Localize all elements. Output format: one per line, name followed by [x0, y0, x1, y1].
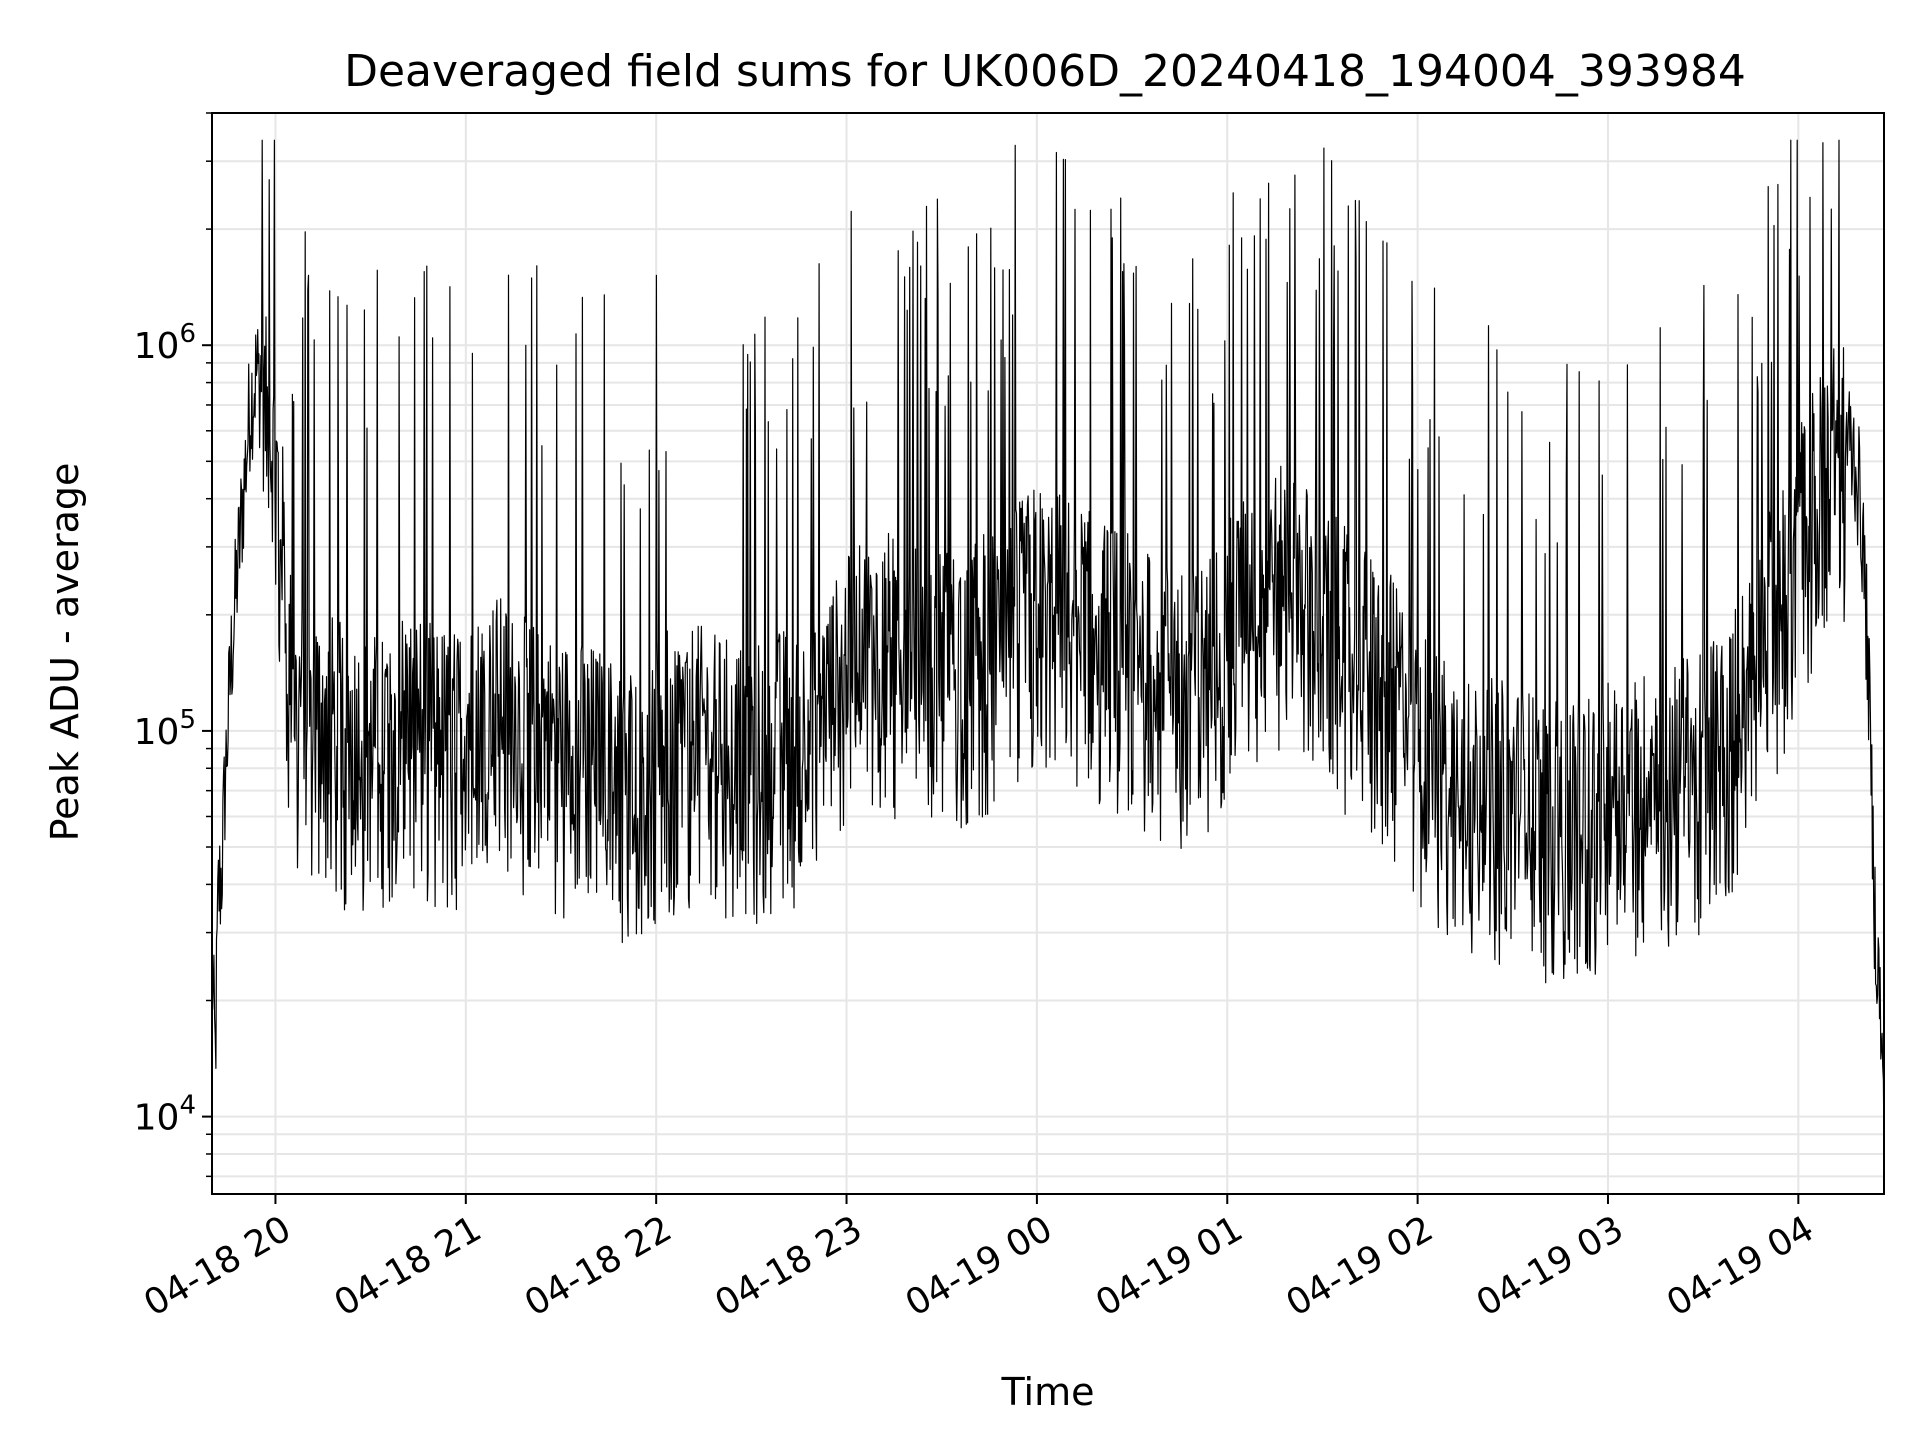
x-tick-label-7: 04-19 03: [1470, 1208, 1631, 1324]
x-tick-label-3: 04-18 23: [708, 1208, 869, 1324]
x-tick-label-1: 04-18 21: [328, 1208, 489, 1324]
series-line: [211, 139, 1885, 1157]
y-axis-label: Peak ADU - average: [43, 463, 87, 842]
x-tick-label-2: 04-18 22: [518, 1208, 679, 1324]
x-tick-label-8: 04-19 04: [1660, 1208, 1821, 1324]
x-tick-label-0: 04-18 20: [137, 1208, 298, 1324]
y-tick-label-0: 104: [134, 1091, 196, 1139]
x-tick-label-5: 04-19 01: [1089, 1208, 1250, 1324]
y-axis: 104 105 106: [134, 112, 212, 1178]
y-tick-label-1: 105: [134, 705, 196, 753]
series-layer: [211, 139, 1885, 1157]
x-tick-label-6: 04-19 02: [1279, 1208, 1440, 1324]
y-tick-label-2: 106: [134, 319, 196, 367]
chart-title: Deaveraged field sums for UK006D_2024041…: [344, 46, 1746, 97]
x-tick-label-4: 04-19 00: [899, 1208, 1060, 1324]
plot-frame: [211, 112, 1885, 1195]
x-axis: 04-18 20 04-18 21 04-18 22 04-18 23 04-19 00…: [137, 1194, 1821, 1325]
grid: [212, 112, 1884, 1194]
x-axis-label: Time: [1001, 1370, 1095, 1414]
